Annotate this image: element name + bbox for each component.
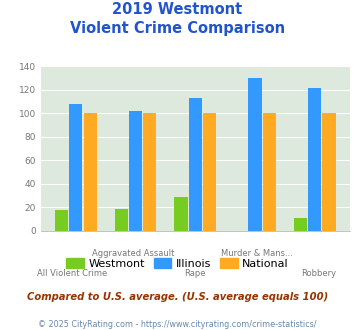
- Text: Aggravated Assault: Aggravated Assault: [92, 249, 175, 258]
- Legend: Westmont, Illinois, National: Westmont, Illinois, National: [61, 254, 294, 273]
- Text: Robbery: Robbery: [301, 269, 336, 278]
- Bar: [143, 113, 157, 231]
- Bar: [69, 104, 82, 231]
- Text: © 2025 CityRating.com - https://www.cityrating.com/crime-statistics/: © 2025 CityRating.com - https://www.city…: [38, 320, 317, 329]
- Bar: [55, 210, 68, 231]
- Bar: [129, 111, 142, 231]
- Bar: [294, 218, 307, 231]
- Text: 2019 Westmont: 2019 Westmont: [113, 2, 242, 16]
- Bar: [248, 78, 262, 231]
- Bar: [322, 113, 335, 231]
- Text: Violent Crime Comparison: Violent Crime Comparison: [70, 21, 285, 36]
- Bar: [189, 98, 202, 231]
- Bar: [83, 113, 97, 231]
- Bar: [174, 197, 187, 231]
- Text: All Violent Crime: All Violent Crime: [37, 269, 107, 278]
- Bar: [115, 209, 128, 231]
- Bar: [203, 113, 216, 231]
- Text: Rape: Rape: [185, 269, 206, 278]
- Bar: [308, 88, 321, 231]
- Text: Murder & Mans...: Murder & Mans...: [221, 249, 293, 258]
- Text: Compared to U.S. average. (U.S. average equals 100): Compared to U.S. average. (U.S. average …: [27, 292, 328, 302]
- Bar: [263, 113, 276, 231]
